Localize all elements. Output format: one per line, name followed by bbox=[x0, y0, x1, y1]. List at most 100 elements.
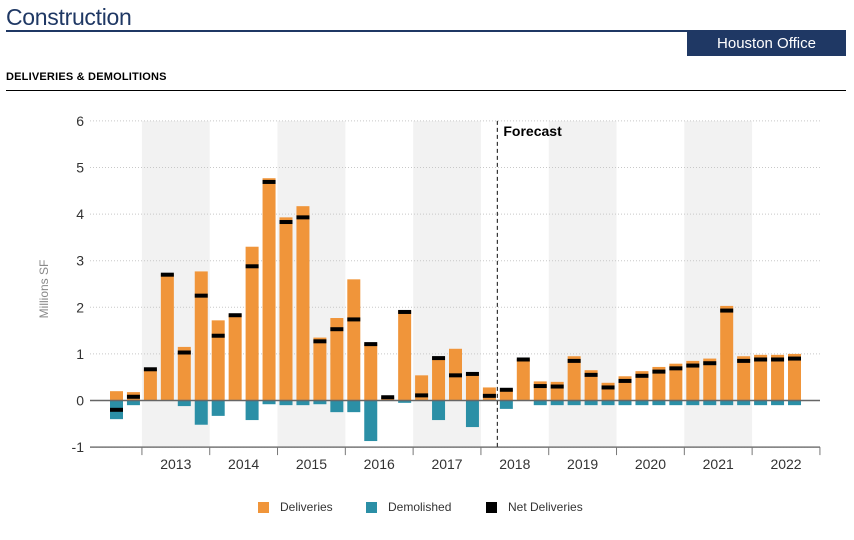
net-deliveries-marker bbox=[652, 369, 666, 374]
demolished-bar bbox=[533, 400, 547, 406]
legend-swatch-deliveries bbox=[258, 502, 269, 513]
x-tick-label: 2022 bbox=[770, 456, 801, 472]
x-tick-label: 2021 bbox=[703, 456, 734, 472]
demolished-bar bbox=[703, 400, 717, 406]
net-deliveries-marker bbox=[143, 367, 157, 372]
deliveries-demolitions-chart: -1 0 1 2 3 4 5 6 2013 2014 2015 2016 2017 2018 2019 202… bbox=[37, 113, 821, 472]
deliveries-bar bbox=[516, 359, 530, 401]
axes bbox=[90, 120, 821, 456]
demolished-bar bbox=[296, 400, 310, 406]
legend: Deliveries Demolished Net Deliveries bbox=[0, 499, 854, 517]
net-deliveries-marker bbox=[381, 395, 395, 400]
demolished-bar bbox=[177, 400, 191, 407]
net-deliveries-marker bbox=[516, 357, 530, 362]
net-deliveries-marker bbox=[313, 339, 327, 344]
demolished-bar bbox=[618, 400, 632, 406]
net-deliveries-marker bbox=[635, 373, 649, 378]
title-rule bbox=[6, 30, 846, 32]
net-deliveries-marker bbox=[211, 333, 225, 338]
legend-label-demolished: Demolished bbox=[388, 500, 452, 514]
net-deliveries-marker bbox=[449, 373, 462, 378]
y-tick-label: -1 bbox=[72, 439, 85, 455]
y-tick-label: 2 bbox=[76, 299, 84, 315]
deliveries-bar bbox=[771, 354, 785, 401]
deliveries-bar bbox=[398, 310, 412, 401]
x-tick-label: 2014 bbox=[228, 456, 259, 472]
demolished-bar bbox=[754, 400, 768, 406]
deliveries-bar bbox=[720, 305, 734, 401]
deliveries-bar bbox=[160, 273, 174, 401]
deliveries-bar bbox=[211, 320, 225, 401]
demolished-bar bbox=[279, 400, 293, 406]
deliveries-bar bbox=[296, 206, 310, 401]
demolished-bar bbox=[686, 400, 700, 406]
net-deliveries-marker bbox=[788, 356, 801, 361]
page-title: Construction bbox=[6, 4, 132, 30]
y-tick-label: 0 bbox=[76, 393, 84, 409]
x-tick-label: 2016 bbox=[364, 456, 395, 472]
demolished-bar bbox=[550, 400, 564, 406]
deliveries-bar bbox=[465, 373, 479, 401]
bars bbox=[110, 178, 801, 442]
deliveries-bar bbox=[245, 246, 259, 401]
demolished-bar bbox=[330, 400, 344, 413]
demolished-bar bbox=[499, 400, 513, 409]
demolished-bar bbox=[262, 400, 276, 405]
section-title: DELIVERIES & DEMOLITIONS bbox=[6, 71, 167, 83]
net-deliveries-marker bbox=[720, 308, 734, 313]
demolished-bar bbox=[669, 400, 683, 406]
x-tick-label: 2018 bbox=[499, 456, 530, 472]
net-deliveries-marker bbox=[669, 366, 683, 371]
net-deliveries-marker bbox=[279, 220, 293, 225]
legend-label-net-deliveries: Net Deliveries bbox=[508, 500, 583, 514]
deliveries-bar bbox=[279, 217, 293, 401]
demolished-bar bbox=[737, 400, 751, 406]
deliveries-bar bbox=[686, 360, 700, 401]
demolished-bar bbox=[567, 400, 581, 406]
net-deliveries-marker bbox=[465, 371, 479, 376]
net-deliveries-marker bbox=[177, 350, 191, 355]
deliveries-bar bbox=[143, 369, 157, 401]
net-deliveries-marker bbox=[398, 309, 412, 314]
net-deliveries-marker bbox=[737, 358, 751, 363]
net-deliveries-marker bbox=[160, 272, 174, 277]
net-deliveries-marker bbox=[245, 264, 259, 269]
deliveries-bar bbox=[584, 370, 598, 401]
forecast-label: Forecast bbox=[503, 123, 562, 139]
y-tick-label: 5 bbox=[76, 160, 84, 176]
deliveries-bar bbox=[364, 343, 378, 401]
net-deliveries-marker bbox=[584, 372, 598, 377]
net-deliveries-marker bbox=[703, 361, 717, 366]
net-deliveries-marker bbox=[618, 378, 632, 383]
legend-swatch-demolished bbox=[366, 502, 377, 513]
net-deliveries-marker bbox=[533, 384, 547, 389]
net-deliveries-marker bbox=[771, 357, 785, 362]
x-tick-label: 2015 bbox=[296, 456, 327, 472]
office-badge: Houston Office bbox=[687, 32, 846, 56]
deliveries-bar bbox=[737, 356, 751, 401]
deliveries-bar bbox=[703, 358, 717, 401]
deliveries-bar bbox=[177, 346, 191, 401]
demolished-bar bbox=[601, 400, 615, 406]
legend-swatch-net-deliveries bbox=[486, 502, 497, 513]
x-tick-label: 2020 bbox=[635, 456, 666, 472]
deliveries-bar bbox=[754, 354, 768, 401]
deliveries-bar bbox=[228, 314, 242, 401]
deliveries-bar bbox=[788, 353, 801, 401]
net-deliveries-marker bbox=[754, 357, 768, 362]
deliveries-bar bbox=[194, 271, 208, 401]
legend-label-deliveries: Deliveries bbox=[280, 500, 333, 514]
deliveries-bar bbox=[601, 382, 615, 401]
y-tick-label: 4 bbox=[76, 206, 84, 222]
demolished-bar bbox=[465, 400, 479, 428]
deliveries-bar bbox=[635, 371, 649, 401]
deliveries-bar bbox=[313, 337, 327, 401]
net-deliveries-marker bbox=[567, 358, 581, 363]
net-deliveries-marker bbox=[686, 363, 700, 368]
demolished-bar bbox=[771, 400, 785, 406]
y-tick-label: 1 bbox=[76, 346, 84, 362]
deliveries-bar bbox=[669, 363, 683, 401]
deliveries-bar bbox=[432, 357, 446, 401]
x-tick-label: 2019 bbox=[567, 456, 598, 472]
net-deliveries-marker bbox=[262, 179, 276, 184]
